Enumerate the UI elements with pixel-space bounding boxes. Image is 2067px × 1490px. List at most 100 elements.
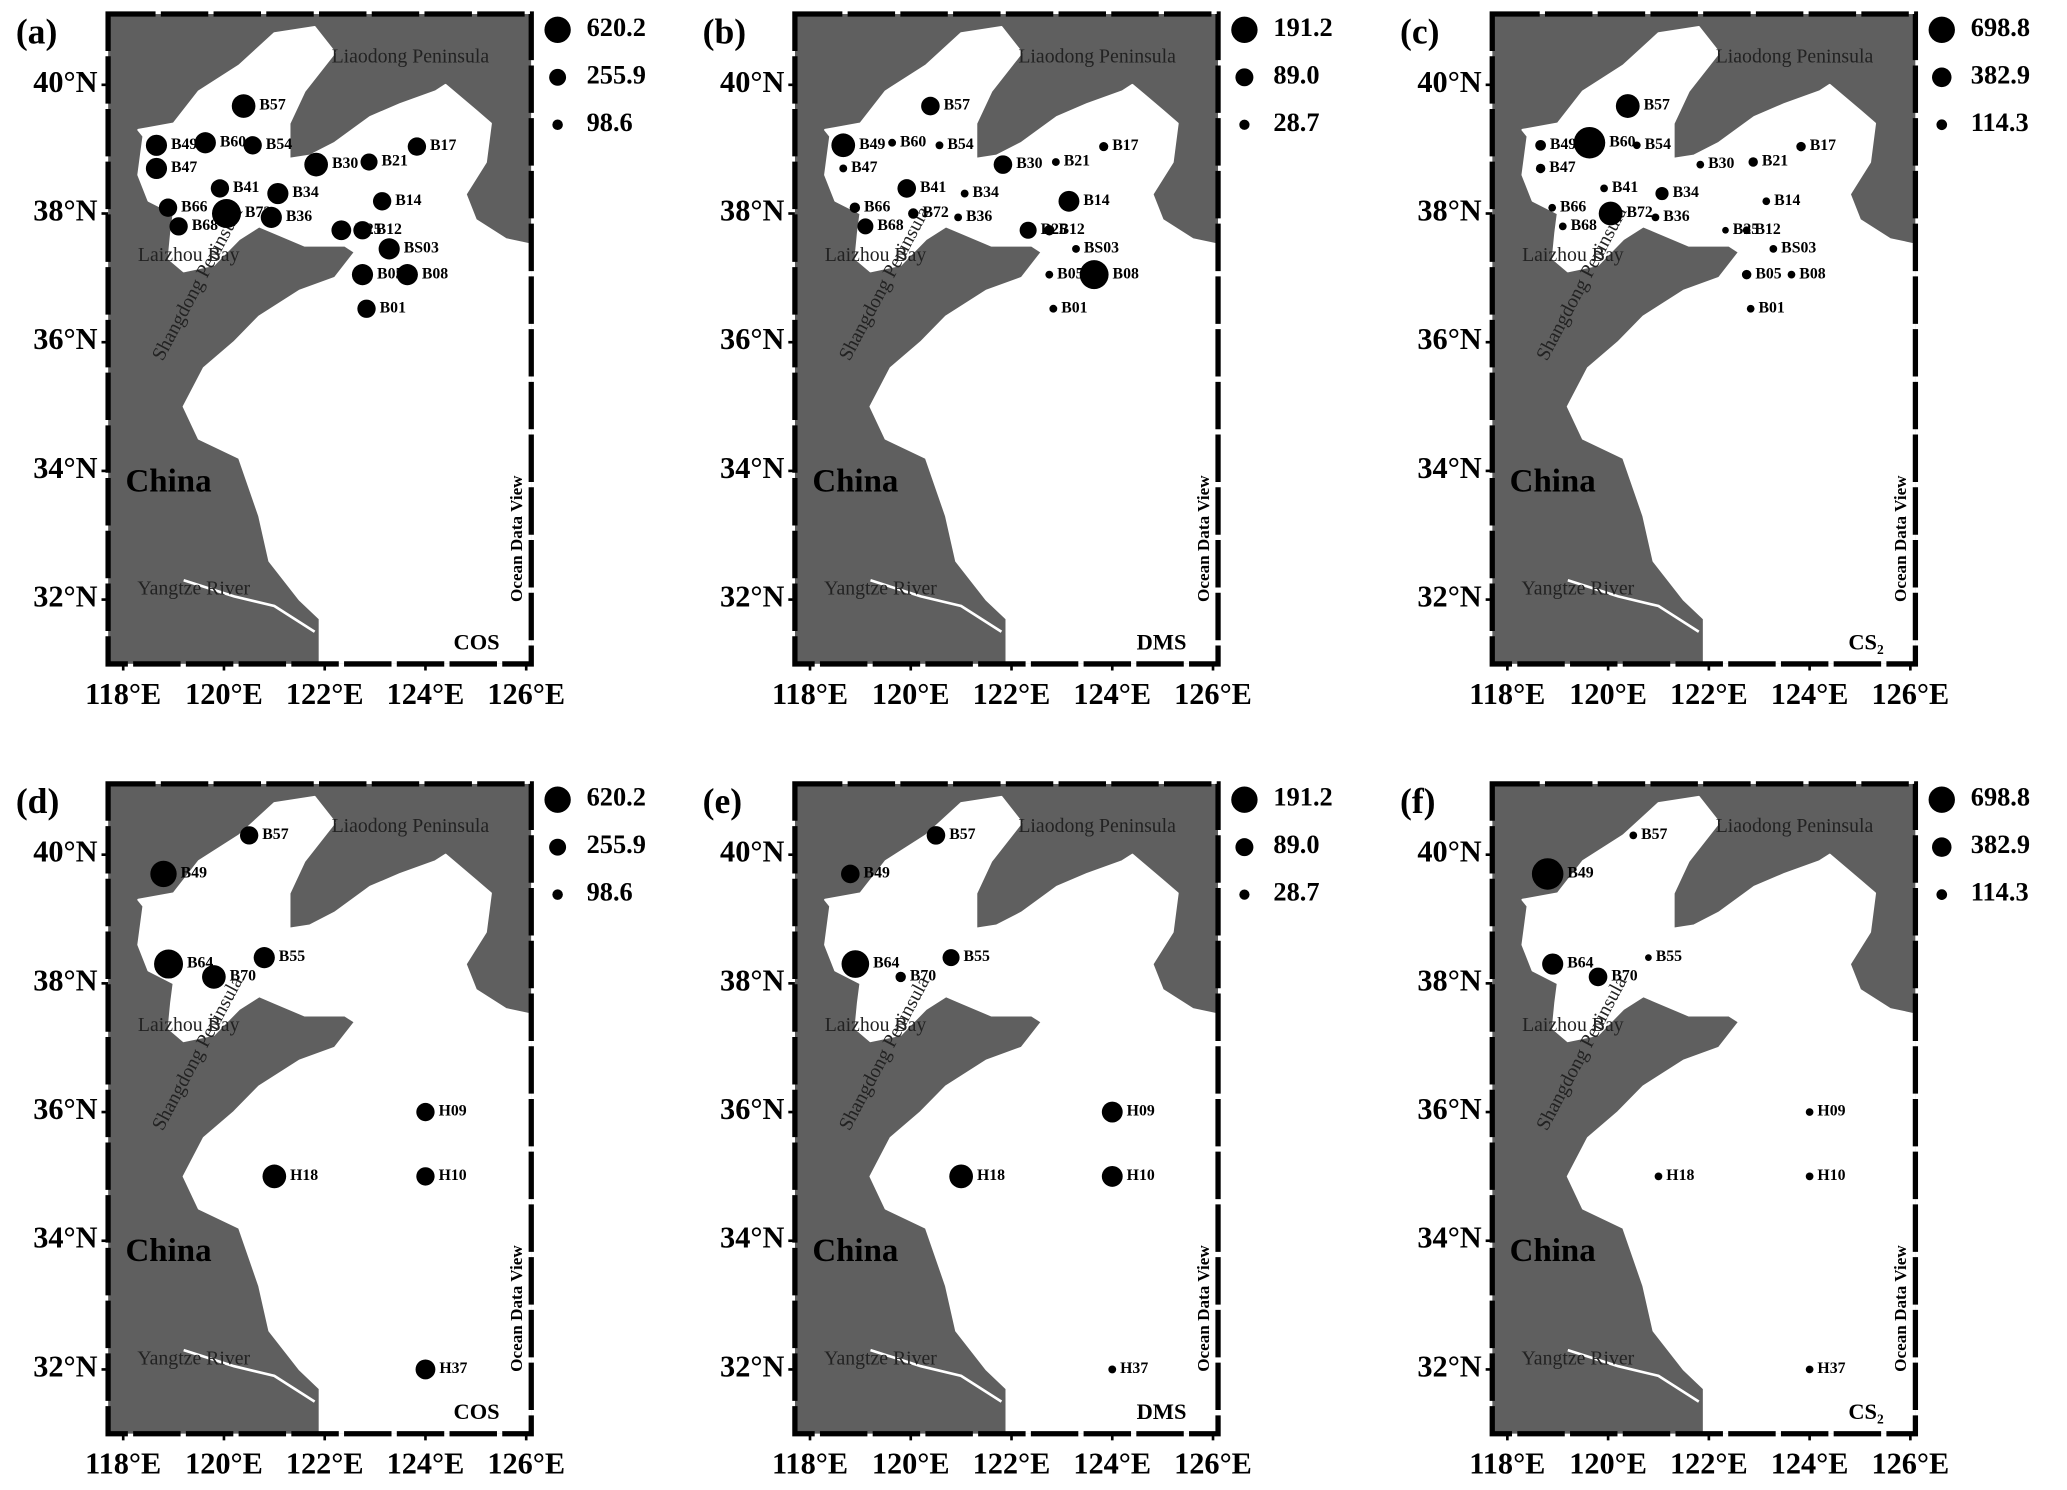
x-tick-label: 120°E [872,677,950,711]
river [1567,1348,1700,1403]
station-bubble [841,950,870,978]
sea [1521,25,1916,664]
x-tick-label: 122°E [1670,677,1748,711]
station-label: B60 [1609,133,1635,150]
station-bubble [849,202,861,213]
station-bubble [935,141,944,150]
station-label: B14 [395,192,421,209]
station-bubble [1101,1165,1123,1187]
station-label: H18 [1666,1167,1694,1184]
station-bubble [145,134,168,156]
station-bubble [351,264,374,286]
station-label: B17 [430,137,456,154]
station-bubble [169,217,188,236]
station-bubble [942,949,960,967]
station-bubble [239,826,259,845]
station-label: H10 [439,1167,467,1184]
x-tick-label: 126°E [487,677,565,711]
map-annotation: Yangtze River [137,1347,250,1369]
station-bubble [921,96,940,116]
y-tick-label: 38°N [33,193,97,227]
station-label: H18 [977,1167,1005,1184]
station-label: B60 [900,133,926,150]
station-label: B14 [1774,192,1800,209]
station-bubble [1531,858,1564,890]
x-tick-label: 120°E [872,1447,950,1481]
legend-label: 89.0 [1273,830,1319,859]
station-bubble [415,1359,436,1380]
panel-label: (e) [703,781,742,821]
map-frame [792,11,1221,667]
station-label: B01 [1061,299,1087,316]
station-label: B49 [171,136,197,153]
station-bubble [231,94,256,118]
x-tick-label: 124°E [387,1447,465,1481]
station-label: B64 [873,955,899,972]
map-area [108,783,532,1434]
legend-bubble [1239,889,1250,900]
station-bubble [1645,954,1652,961]
station-bubble [993,155,1013,174]
legend-bubble [1936,119,1948,131]
station-bubble [372,192,392,211]
station-bubble [1573,126,1606,159]
station-label: B41 [233,179,259,196]
station-label: B36 [286,208,312,225]
station-bubble [1762,197,1771,206]
legend-bubble [552,889,563,900]
map-frame [105,781,534,1437]
species-label: COS [454,1399,500,1424]
legend-label: 89.0 [1273,60,1319,89]
map-annotation: China [1510,1233,1596,1269]
map-annotation: Liaodong Peninsula [1018,815,1176,837]
sea [137,795,532,1434]
map-panel: 118°E 120°E 122°E 124°E 126°E 32°N 34°N 36°N 38°… [703,11,1333,711]
panel-label: (f) [1400,781,1436,821]
station-bubble [1629,831,1638,840]
station-label: B36 [966,208,992,225]
station-label: B05 [1057,265,1083,282]
station-bubble [194,132,216,154]
y-tick-label: 32°N [1417,580,1481,614]
station-bubble [1769,245,1778,253]
x-tick-label: 122°E [973,677,1051,711]
x-tick-label: 126°E [1871,677,1949,711]
species-label: DMS [1137,629,1187,654]
station-bubble [253,947,275,969]
station-label: B49 [864,865,890,882]
legend-bubble [549,838,567,856]
station-label: B17 [1112,137,1138,154]
y-tick-label: 36°N [720,322,784,356]
y-tick-label: 34°N [720,1221,784,1255]
station-label: B60 [220,133,246,150]
y-tick-label: 36°N [33,1092,97,1126]
river [1567,579,1700,633]
station-bubble [1045,270,1054,279]
station-bubble [154,949,184,979]
station-label: B47 [171,159,197,176]
map-frame [105,11,534,667]
sea [824,795,1219,1434]
station-label: B72 [1626,204,1652,221]
station-bubble [202,965,226,989]
software-credit: Ocean Data View [1891,475,1910,602]
station-bubble [1615,94,1640,118]
legend-bubble [1932,67,1952,88]
software-credit: Ocean Data View [1194,1245,1213,1372]
software-credit: Ocean Data View [1194,475,1213,602]
x-tick-label: 124°E [1073,677,1151,711]
y-tick-label: 38°N [33,963,97,997]
station-label: B57 [944,97,970,114]
x-tick-label: 120°E [185,677,263,711]
species-label: DMS [1137,1399,1187,1424]
y-tick-label: 36°N [720,1092,784,1126]
map-frame [792,781,1221,1437]
sea [824,25,1219,664]
station-label: B72 [922,204,948,221]
legend-label: 620.2 [587,13,646,42]
station-label: H09 [439,1103,467,1120]
station-label: B34 [1673,184,1699,201]
map-annotation: Laizhou Bay [138,1014,240,1036]
station-label: B21 [1762,153,1788,170]
station-label: B08 [1799,265,1825,282]
